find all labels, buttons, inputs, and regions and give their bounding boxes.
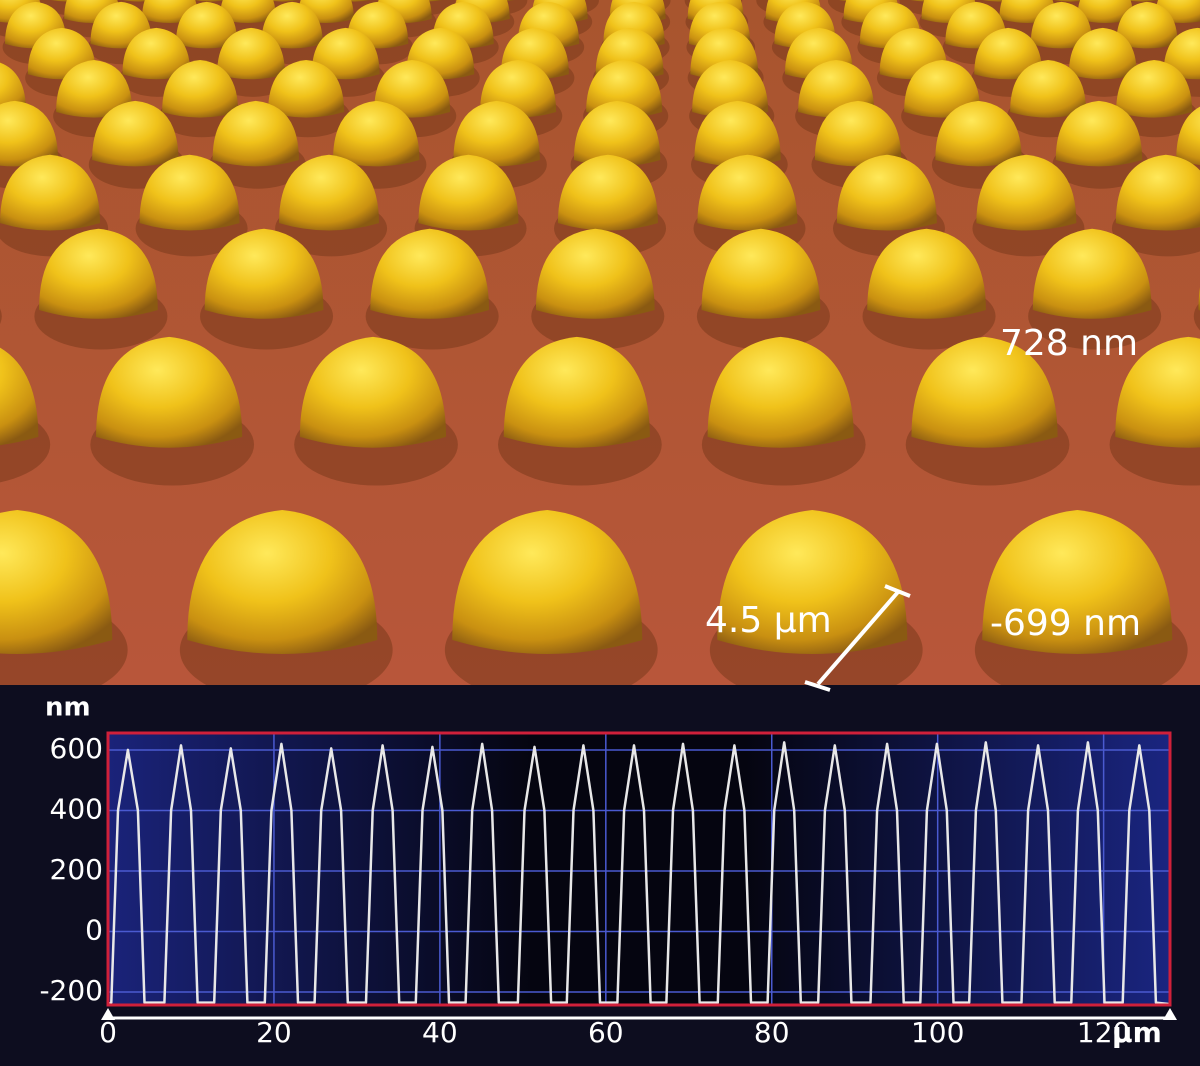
dome <box>217 27 285 80</box>
dome <box>220 0 276 23</box>
dome <box>453 100 540 167</box>
plot-frame <box>106 731 1172 1007</box>
dome <box>162 60 239 118</box>
x-tick-label: 100 <box>911 1016 964 1049</box>
x-tick-label: 20 <box>256 1016 292 1049</box>
x-tick-label: 0 <box>99 1016 117 1049</box>
dome <box>194 0 228 2</box>
x-tick-label: 60 <box>588 1016 624 1049</box>
dome <box>1053 0 1087 2</box>
dome <box>333 100 420 167</box>
dome <box>0 347 39 446</box>
x-tick-label: 80 <box>754 1016 790 1049</box>
dome <box>904 60 981 118</box>
dome <box>586 60 663 118</box>
dome <box>1176 106 1200 166</box>
dome <box>311 27 380 80</box>
x-axis-title: µm <box>1112 1016 1162 1049</box>
dome <box>503 336 650 448</box>
dome <box>1030 1 1093 49</box>
dome <box>212 100 299 167</box>
profile-line <box>107 741 1171 1006</box>
dome <box>1116 1 1178 49</box>
dome-shadow <box>0 308 2 324</box>
y-axis-title: nm <box>45 693 91 723</box>
dome <box>96 336 243 448</box>
dome <box>0 510 113 654</box>
dome <box>175 1 238 49</box>
dome <box>1115 336 1200 448</box>
scale-bar-label: 4.5 µm <box>705 600 832 641</box>
dome <box>1055 100 1143 167</box>
dome <box>1068 27 1137 80</box>
dome <box>268 60 345 118</box>
dome <box>1115 154 1200 231</box>
dome <box>374 60 451 118</box>
min-height-label: -699 nm <box>990 603 1141 644</box>
y-tick-label: 200 <box>50 853 103 886</box>
dome <box>452 510 643 654</box>
profile <box>107 741 1171 1006</box>
dome <box>836 154 937 231</box>
dome <box>39 228 158 319</box>
dome <box>707 336 854 448</box>
dome <box>1116 60 1193 118</box>
dome <box>0 100 59 167</box>
dome <box>814 100 902 167</box>
dome <box>204 228 324 319</box>
dome <box>370 228 490 319</box>
y-tick-label: -200 <box>39 974 103 1007</box>
dome <box>1077 0 1134 23</box>
dome <box>1032 228 1152 319</box>
dome <box>974 27 1043 80</box>
dome <box>418 154 519 231</box>
dome <box>867 228 986 319</box>
dome <box>535 228 655 319</box>
dome <box>982 510 1173 654</box>
dome <box>139 154 240 231</box>
y-tick-label: 0 <box>85 913 103 946</box>
dome <box>0 154 101 231</box>
dome <box>911 336 1058 448</box>
dome <box>717 510 908 654</box>
dome <box>1010 60 1087 118</box>
x-tick-label: 120 <box>1077 1016 1130 1049</box>
dome <box>694 100 781 167</box>
dome <box>92 100 179 167</box>
dome <box>697 154 798 231</box>
dome <box>557 154 658 231</box>
dome-array <box>0 0 1200 704</box>
axis-handle <box>1163 1008 1177 1020</box>
dome <box>56 60 133 118</box>
dome <box>266 0 300 2</box>
dome <box>187 510 378 654</box>
max-height-label: 728 nm <box>1000 323 1138 364</box>
dome <box>573 100 661 167</box>
dome <box>1125 0 1159 2</box>
dome <box>701 228 821 319</box>
x-tick-label: 40 <box>422 1016 458 1049</box>
y-tick-label: 400 <box>50 792 103 825</box>
y-tick-label: 600 <box>50 732 103 765</box>
scale-bar <box>804 584 911 692</box>
dome <box>692 60 769 118</box>
dome <box>122 27 191 80</box>
dome <box>299 336 447 448</box>
dome <box>261 1 323 49</box>
dome <box>935 100 1022 167</box>
dome <box>278 154 379 231</box>
axis-handle <box>101 1008 115 1020</box>
dome <box>976 154 1077 231</box>
